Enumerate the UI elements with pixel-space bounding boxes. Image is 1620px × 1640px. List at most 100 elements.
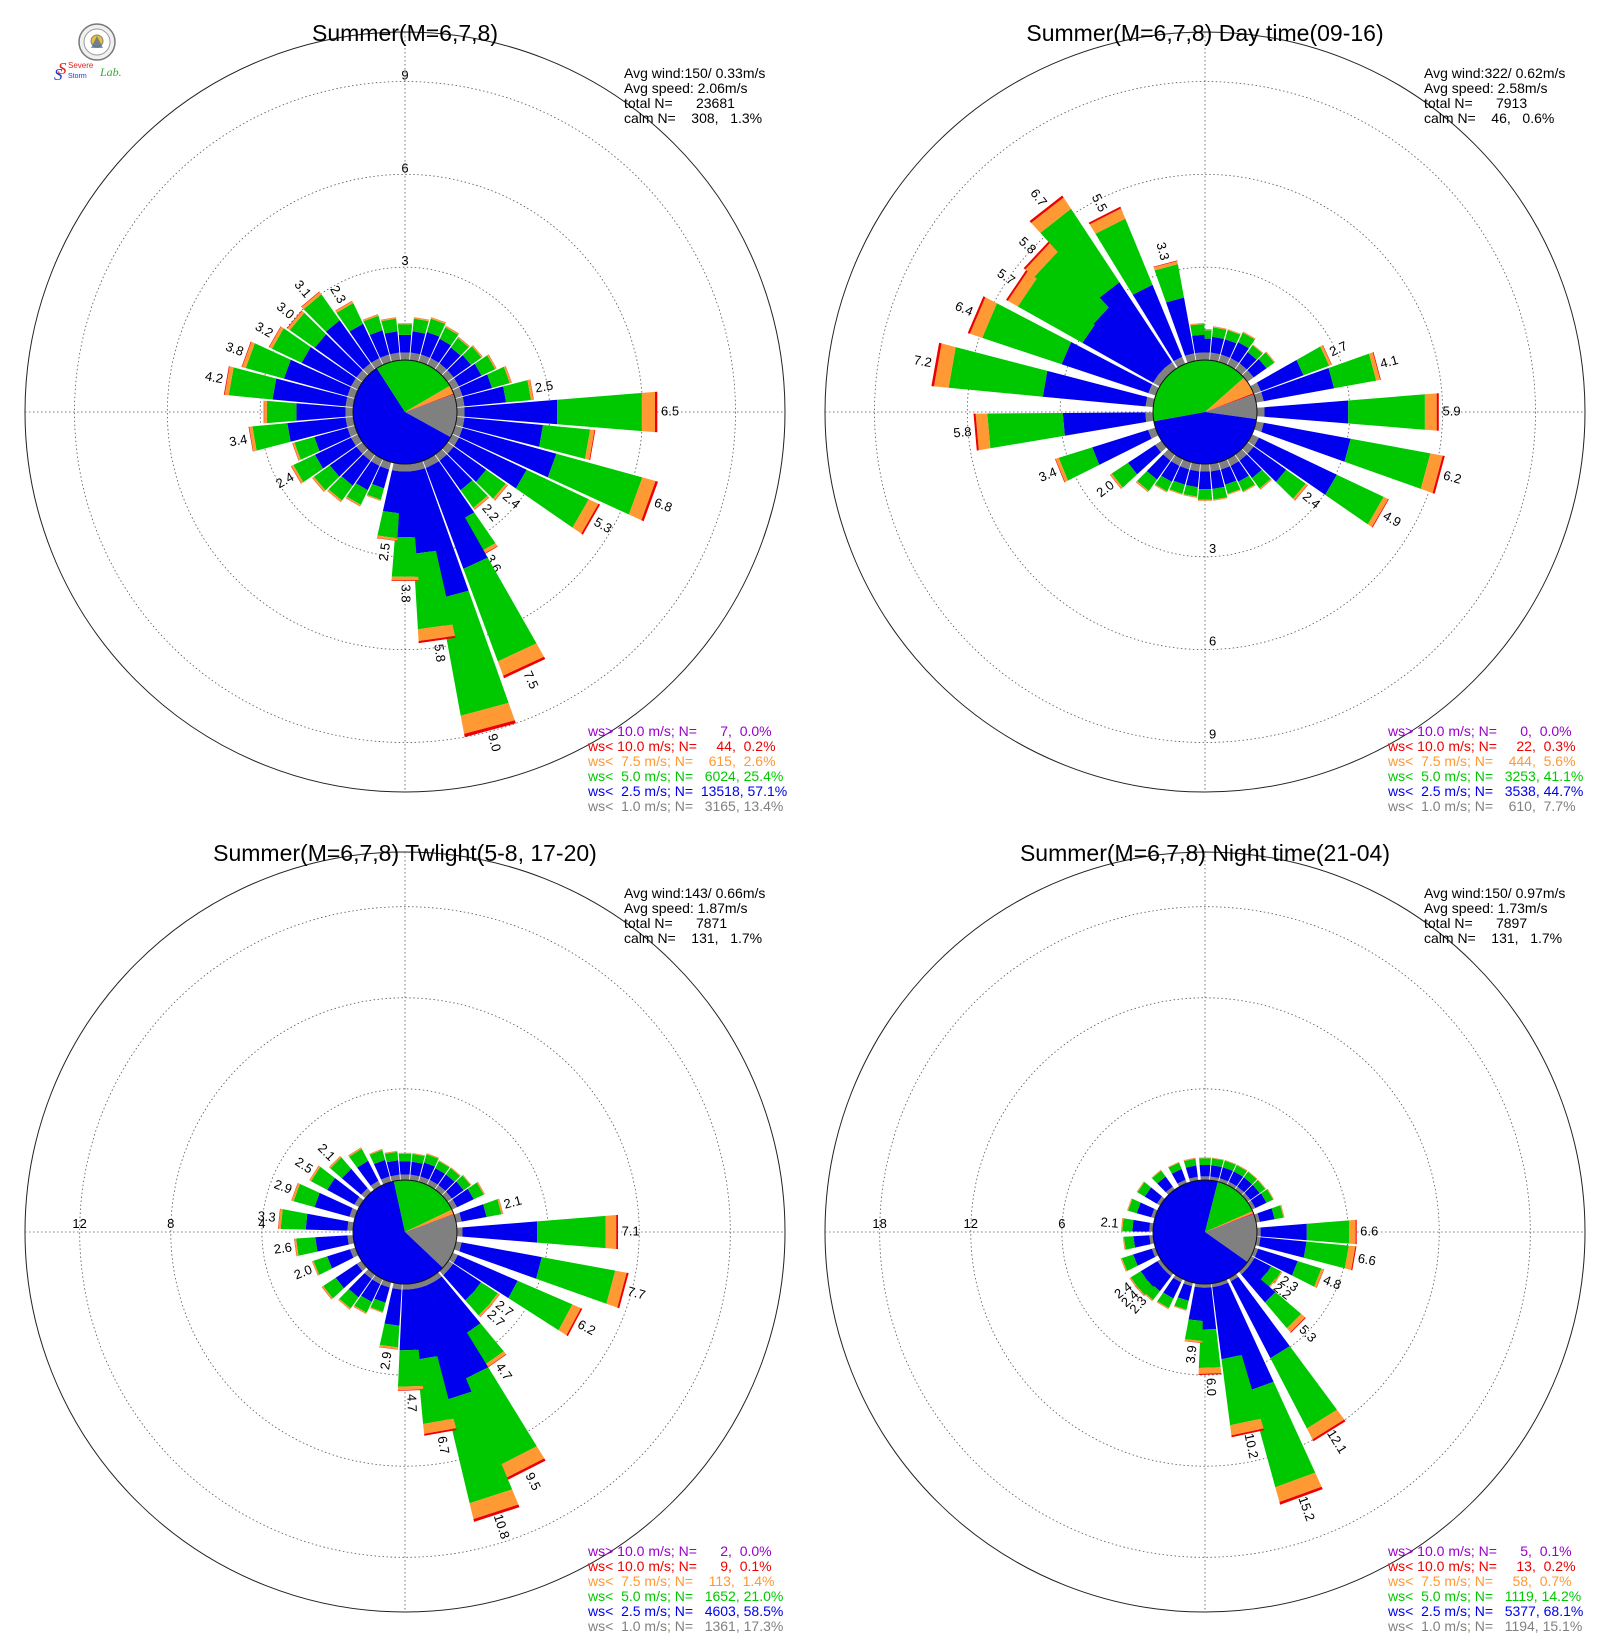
legend-item: ws< 5.0 m/s; N= 6024, 25.4% (588, 768, 784, 784)
bar-segment (465, 1367, 537, 1465)
bar-segment (370, 1180, 382, 1191)
grid-ring (874, 81, 1536, 743)
bar-segment (1230, 342, 1249, 363)
bar-segment (1256, 1227, 1261, 1237)
direction-bar (442, 442, 508, 501)
bar-value-label: 2.2 (479, 501, 502, 524)
direction-bar (1251, 1247, 1325, 1288)
direction-bar (442, 1174, 472, 1202)
bar-segment (292, 442, 301, 461)
bar-segment (328, 476, 353, 501)
pie-slice (405, 394, 458, 438)
bar-segment (1127, 1198, 1133, 1211)
bar-segment (349, 323, 380, 363)
bar-segment (527, 379, 534, 401)
bar-segment (413, 317, 429, 322)
bar-segment (1251, 1247, 1259, 1257)
bar-segment (348, 1147, 362, 1157)
bar-segment (479, 1303, 493, 1318)
bar-segment (1136, 1181, 1145, 1193)
bar-segment (450, 1167, 461, 1176)
bar-segment (628, 477, 656, 521)
direction-bar (1209, 326, 1227, 362)
direction-bar (408, 462, 456, 644)
direction-bar (417, 1280, 520, 1522)
bar-value-label: 4.8 (1321, 1272, 1343, 1293)
bar-segment (471, 345, 483, 358)
bar-segment (450, 337, 469, 356)
bar-segment (1034, 251, 1110, 324)
pie-outline (1152, 359, 1258, 465)
bar-segment (1259, 1237, 1307, 1258)
svg-text:Storm: Storm (68, 73, 87, 80)
bar-segment (655, 391, 658, 433)
bar-segment (402, 1283, 412, 1290)
bar-segment (384, 331, 400, 355)
bar-segment (1174, 1297, 1189, 1310)
bar-segment (321, 1286, 333, 1300)
bar-segment (1213, 326, 1227, 329)
bar-segment (1316, 1269, 1325, 1288)
bar-segment (1099, 282, 1173, 368)
bar-segment (380, 354, 392, 365)
bar-segment (462, 1174, 472, 1186)
bar-segment (410, 331, 426, 355)
bar-segment (1168, 1161, 1179, 1168)
bar-segment (347, 425, 358, 437)
bar-segment (354, 1295, 372, 1313)
direction-bar (455, 416, 596, 461)
bar-segment (277, 1208, 281, 1229)
direction-bar (447, 1181, 485, 1210)
bar-value-label: 2.7 (1327, 338, 1350, 359)
bar-segment (1151, 1169, 1162, 1179)
avg-speed: Avg speed: 2.06m/s (624, 80, 748, 96)
wind-rose-panel-summer: 3 6 9 2.5 6.5 6.8 5.3 2.4 2.2 3.6 7.5 9.0 5.8 3.8 2.5 2… (0, 0, 810, 820)
bar-segment (364, 1269, 375, 1279)
direction-bar (967, 296, 1159, 396)
bar-segment (439, 327, 459, 346)
bar-segment (1344, 1245, 1356, 1271)
bar-segment (1349, 1219, 1356, 1245)
direction-bar (1121, 1218, 1154, 1232)
legend: ws> 10.0 m/s; N= 2, 0.0% ws< 10.0 m/s; N… (588, 1544, 783, 1634)
bar-segment (283, 359, 351, 397)
ring-label: 9 (401, 68, 408, 83)
bar-value-label: 2.5 (293, 1154, 316, 1176)
bar-segment (335, 1263, 363, 1289)
bar-segment (1261, 368, 1335, 402)
grid-ring (170, 997, 640, 1467)
bar-segment (1238, 332, 1255, 349)
bar-segment (369, 1149, 383, 1155)
bar-segment (464, 399, 558, 425)
pie-outline (1152, 1179, 1258, 1285)
wind-rose-chart: 48122.17.17.76.22.72.74.79.510.86.74.72.… (24, 851, 786, 1613)
legend-item: ws< 2.5 m/s; N= 4603, 58.5% (588, 1603, 784, 1619)
bar-segment (1212, 1157, 1224, 1160)
bar-segment (439, 454, 473, 491)
bar-segment (392, 462, 402, 472)
direction-bar (1168, 1161, 1187, 1187)
bar-segment (581, 503, 601, 535)
direction-bar (1199, 1157, 1211, 1181)
bar-segment (934, 343, 956, 388)
direction-bar (1129, 1259, 1166, 1290)
bar-segment (1200, 1176, 1210, 1181)
bar-value-label: 2.3 (327, 283, 349, 306)
bar-segment (309, 1165, 319, 1181)
bar-value-label: 7.1 (622, 1223, 640, 1238)
bar-segment (1257, 1179, 1266, 1190)
bar-segment (1230, 461, 1249, 482)
bar-segment (445, 325, 460, 334)
bar-segment (1133, 1248, 1156, 1266)
direction-bar (1227, 1164, 1248, 1190)
bar-segment (1198, 1367, 1222, 1374)
bar-segment (1174, 1305, 1187, 1311)
bar-segment (448, 1252, 458, 1264)
bar-value-label: 6.6 (1357, 1250, 1377, 1268)
bar-value-label: 2.5 (534, 377, 554, 395)
bar-segment (500, 1446, 545, 1478)
bar-segment (272, 378, 348, 407)
bar-segment (1055, 458, 1065, 483)
bar-segment (1224, 1159, 1237, 1165)
bar-segment (1184, 1319, 1203, 1341)
